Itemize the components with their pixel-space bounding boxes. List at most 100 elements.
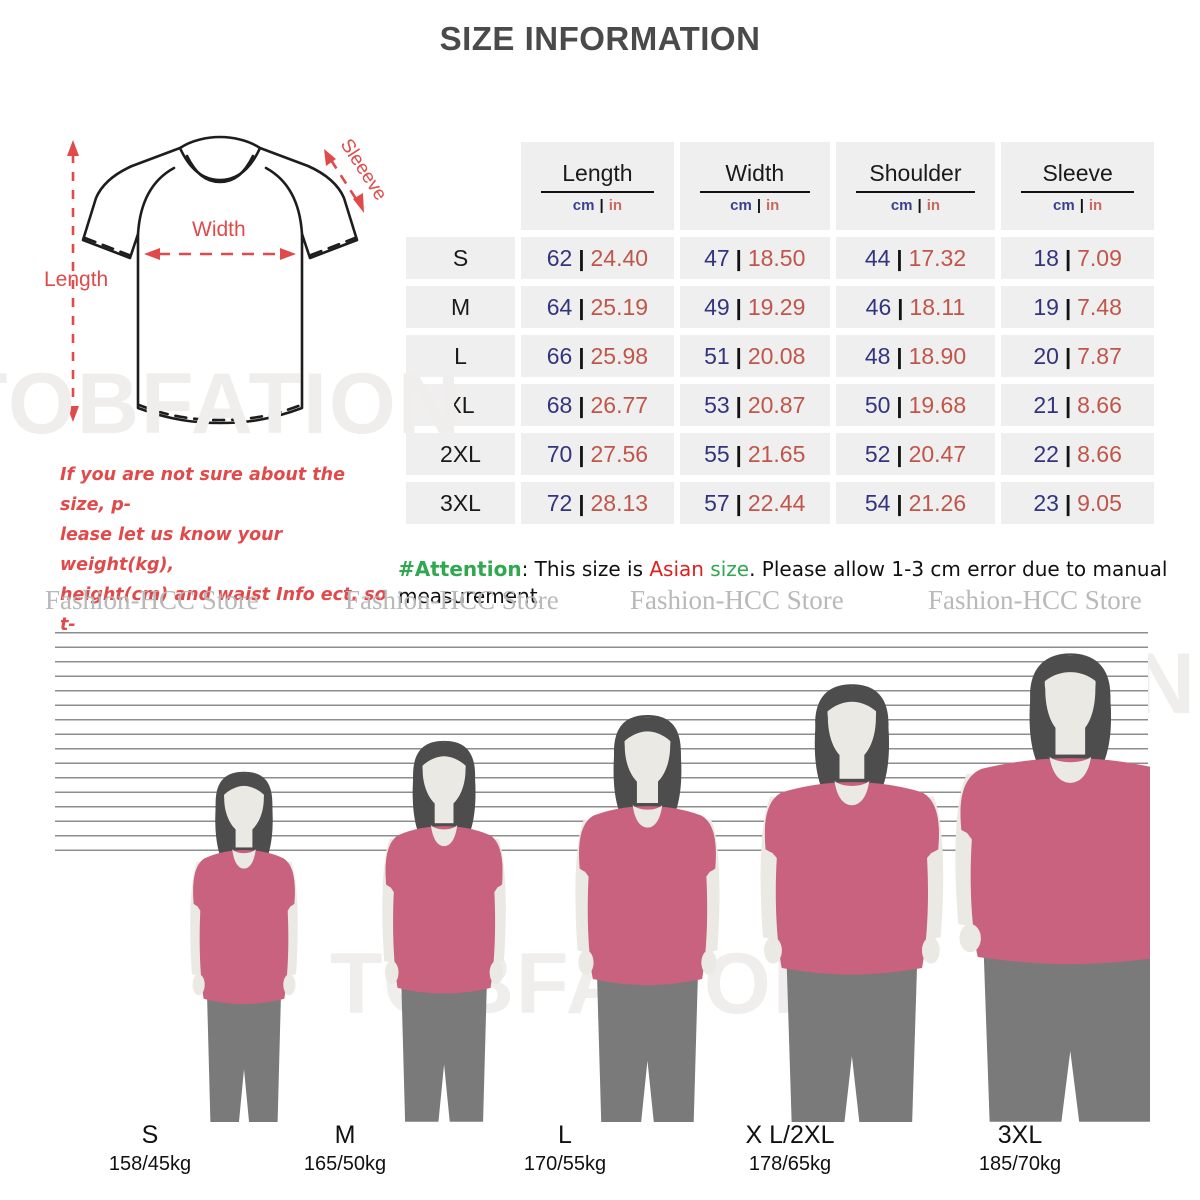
value-in: 19.29 bbox=[747, 293, 806, 320]
value-in: 25.19 bbox=[590, 293, 649, 320]
figure-s bbox=[160, 770, 328, 1122]
value-in: 22.44 bbox=[747, 489, 806, 516]
figure-comparison-panel bbox=[50, 622, 1150, 1122]
value-cm: 55 bbox=[704, 440, 730, 467]
figure-size-text: M bbox=[334, 1121, 356, 1149]
row-size-label: S bbox=[406, 237, 516, 279]
value-cm: 21 bbox=[1033, 391, 1059, 418]
cell-length: 62 | 24.40 bbox=[521, 237, 674, 279]
unit-cm: cm bbox=[572, 197, 595, 214]
value-in: 7.48 bbox=[1077, 293, 1122, 320]
value-cm: 51 bbox=[704, 342, 730, 369]
value-separator: | bbox=[1064, 245, 1072, 271]
column-header-shoulder: Shoulder cm | in bbox=[835, 142, 996, 230]
unit-in: in bbox=[766, 197, 780, 214]
attention-size-word: size bbox=[703, 557, 750, 581]
value-cm: 66 bbox=[546, 342, 573, 369]
figure-l bbox=[542, 713, 753, 1122]
size-table-container: Length cm | in Width cm | in Shoulder bbox=[400, 135, 1160, 531]
column-units: cm | in bbox=[1011, 198, 1144, 214]
value-separator: | bbox=[1064, 490, 1072, 516]
value-separator: | bbox=[735, 245, 742, 271]
cell-width: 49 | 19.29 bbox=[679, 286, 830, 328]
value-separator: | bbox=[735, 294, 742, 320]
value-separator: | bbox=[735, 441, 742, 467]
value-separator: | bbox=[578, 490, 585, 516]
table-row: XL 68 | 26.77 53 | 20.87 50 | 19.68 21 | 8.66 bbox=[406, 384, 1154, 426]
figure-height-weight-text: 170/55kg bbox=[523, 1153, 607, 1175]
figure-label-m: M 165/50kg bbox=[245, 1120, 445, 1178]
column-units: cm | in bbox=[846, 198, 986, 214]
value-in: 7.09 bbox=[1077, 244, 1122, 271]
cell-shoulder: 54 | 21.26 bbox=[835, 482, 996, 524]
cell-shoulder: 48 | 18.90 bbox=[835, 335, 996, 377]
figure-size-labels: S 158/45kg M 165/50kg L 170/55kg X L/2XL 178/65… bbox=[50, 1120, 1170, 1195]
page-title: SIZE INFORMATION bbox=[439, 20, 761, 57]
value-separator: | bbox=[735, 343, 742, 369]
value-separator: | bbox=[896, 392, 903, 418]
value-in: 7.87 bbox=[1077, 342, 1122, 369]
value-in: 20.47 bbox=[908, 440, 967, 467]
value-cm: 72 bbox=[546, 489, 573, 516]
figure-height-weight-text: 158/45kg bbox=[108, 1153, 192, 1175]
value-in: 20.87 bbox=[747, 391, 806, 418]
cell-length: 68 | 26.77 bbox=[521, 384, 674, 426]
value-in: 24.40 bbox=[590, 244, 649, 271]
figure-3xl bbox=[922, 651, 1150, 1122]
row-size-label: L bbox=[406, 335, 516, 377]
cell-length: 70 | 27.56 bbox=[521, 433, 674, 475]
value-cm: 44 bbox=[864, 244, 891, 271]
figure-label-l: L 170/55kg bbox=[465, 1120, 665, 1178]
cell-sleeve: 22 | 8.66 bbox=[1001, 433, 1154, 475]
figure-size-text: 3XL bbox=[997, 1121, 1043, 1149]
cell-width: 55 | 21.65 bbox=[679, 433, 830, 475]
value-in: 9.05 bbox=[1077, 489, 1122, 516]
unit-in: in bbox=[926, 197, 941, 214]
cell-length: 72 | 28.13 bbox=[521, 482, 674, 524]
table-row: L 66 | 25.98 51 | 20.08 48 | 18.90 20 | 7.87 bbox=[406, 335, 1154, 377]
figure-height-weight-text: 178/65kg bbox=[748, 1153, 832, 1175]
value-separator: | bbox=[735, 392, 742, 418]
value-in: 8.66 bbox=[1077, 391, 1122, 418]
value-in: 18.11 bbox=[909, 293, 966, 320]
table-row: M 64 | 25.19 49 | 19.29 46 | 18.11 19 | 7.48 bbox=[406, 286, 1154, 328]
row-size-label: XL bbox=[406, 384, 516, 426]
cell-sleeve: 19 | 7.48 bbox=[1001, 286, 1154, 328]
figure-size-text: S bbox=[141, 1121, 159, 1149]
figure-size-text: L bbox=[558, 1121, 572, 1149]
value-cm: 23 bbox=[1033, 489, 1059, 516]
column-title: Sleeve bbox=[1021, 158, 1134, 193]
value-separator: | bbox=[897, 294, 904, 320]
unit-cm: cm bbox=[1053, 197, 1075, 214]
note-line: height(cm) and waist Info ect. so t- bbox=[60, 585, 387, 635]
value-separator: | bbox=[1064, 441, 1072, 467]
table-row: 2XL 70 | 27.56 55 | 21.65 52 | 20.47 22 | 8.66 bbox=[406, 433, 1154, 475]
column-title: Width bbox=[699, 158, 810, 193]
diagram-length-label: Length bbox=[44, 268, 108, 291]
size-table: Length cm | in Width cm | in Shoulder bbox=[400, 135, 1160, 531]
table-body: S 62 | 24.40 47 | 18.50 44 | 17.32 18 | 7.09 M 64 | 25.1… bbox=[406, 237, 1154, 524]
cell-width: 57 | 22.44 bbox=[679, 482, 830, 524]
value-cm: 19 bbox=[1033, 293, 1059, 320]
cell-width: 53 | 20.87 bbox=[679, 384, 830, 426]
value-separator: | bbox=[578, 294, 585, 320]
figure-label-xl2xl: X L/2XL 178/65kg bbox=[690, 1120, 890, 1178]
note-line: lease let us know your weight(kg), bbox=[60, 525, 283, 575]
value-in: 28.13 bbox=[590, 489, 649, 516]
cell-length: 66 | 25.98 bbox=[521, 335, 674, 377]
figure-height-weight-text: 185/70kg bbox=[978, 1153, 1062, 1175]
value-in: 21.65 bbox=[747, 440, 806, 467]
value-cm: 18 bbox=[1033, 244, 1059, 271]
value-cm: 68 bbox=[546, 391, 573, 418]
value-separator: | bbox=[578, 343, 585, 369]
value-separator: | bbox=[735, 490, 742, 516]
unit-in: in bbox=[1088, 197, 1103, 214]
value-separator: | bbox=[896, 490, 903, 516]
value-in: 19.68 bbox=[908, 391, 967, 418]
value-in: 18.90 bbox=[908, 342, 967, 369]
cell-shoulder: 46 | 18.11 bbox=[835, 286, 996, 328]
value-separator: | bbox=[896, 245, 903, 271]
cell-sleeve: 20 | 7.87 bbox=[1001, 335, 1154, 377]
unit-cm: cm bbox=[890, 197, 913, 214]
